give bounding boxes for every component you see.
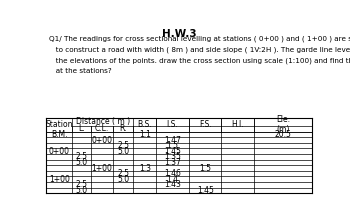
Text: to construct a road with width ( 8m ) and side slope ( 1V:2H ). The garde line l: to construct a road with width ( 8m ) an… xyxy=(49,46,350,53)
Text: Distance ( m ): Distance ( m ) xyxy=(76,117,130,126)
Text: 2.5: 2.5 xyxy=(76,152,88,161)
Text: Ele.
(m): Ele. (m) xyxy=(276,115,290,134)
Text: 1.4: 1.4 xyxy=(167,175,178,184)
Text: L.: L. xyxy=(78,124,85,133)
Text: 1.3: 1.3 xyxy=(139,164,151,172)
Text: the elevations of the points. draw the cross section using scale (1:100) and fin: the elevations of the points. draw the c… xyxy=(49,57,350,64)
Text: 1.37: 1.37 xyxy=(164,158,181,167)
Text: R.: R. xyxy=(119,124,127,133)
Text: 2.5: 2.5 xyxy=(117,169,129,178)
Text: 5.0: 5.0 xyxy=(76,158,88,167)
Text: B.S.: B.S. xyxy=(138,120,152,129)
Text: B.M.: B.M. xyxy=(51,130,68,139)
Text: 1.5: 1.5 xyxy=(167,141,178,150)
Text: Q1/ The readings for cross sectional levelling at stations ( 0+00 ) and ( 1+00 ): Q1/ The readings for cross sectional lev… xyxy=(49,35,350,42)
Text: H.W.3: H.W.3 xyxy=(162,29,197,39)
Text: 0+00: 0+00 xyxy=(49,147,70,156)
Text: C.L.: C.L. xyxy=(95,124,109,133)
Text: 1.43: 1.43 xyxy=(164,180,181,189)
Text: 1.47: 1.47 xyxy=(164,136,181,145)
Text: 5.0: 5.0 xyxy=(76,186,88,195)
Text: F.S.: F.S. xyxy=(199,120,211,129)
Text: at the stations?: at the stations? xyxy=(49,68,112,74)
Text: 1+00: 1+00 xyxy=(49,175,70,184)
Text: H.I.: H.I. xyxy=(231,120,244,129)
Text: 1.35: 1.35 xyxy=(164,152,181,161)
Text: 1.5: 1.5 xyxy=(199,164,211,172)
Text: 20.5: 20.5 xyxy=(275,130,292,139)
Text: 1.45: 1.45 xyxy=(164,147,181,156)
Text: 5.0: 5.0 xyxy=(117,147,129,156)
Text: 1.46: 1.46 xyxy=(164,169,181,178)
Text: 1+00: 1+00 xyxy=(92,164,112,172)
Text: Station: Station xyxy=(46,120,73,129)
Text: 1.1: 1.1 xyxy=(139,130,151,139)
Text: 0+00: 0+00 xyxy=(92,136,113,145)
Text: 1.45: 1.45 xyxy=(197,186,214,195)
Text: 5.0: 5.0 xyxy=(117,175,129,184)
Text: I.S.: I.S. xyxy=(167,120,178,129)
Text: 2.5: 2.5 xyxy=(117,141,129,150)
Text: 2.5: 2.5 xyxy=(76,180,88,189)
